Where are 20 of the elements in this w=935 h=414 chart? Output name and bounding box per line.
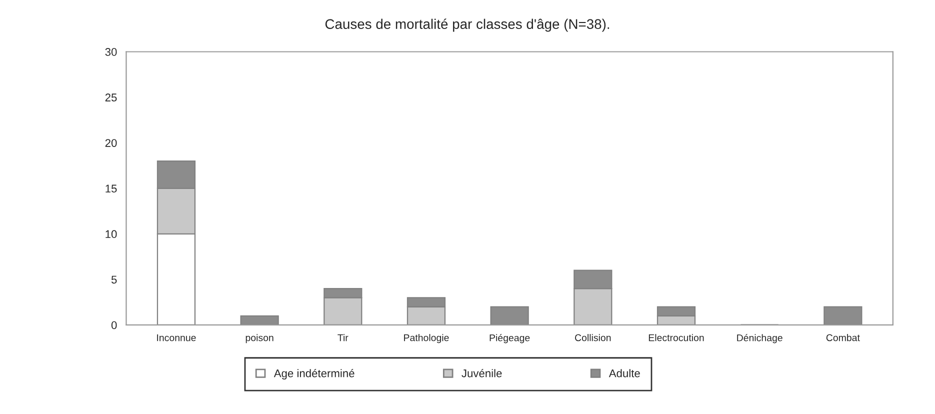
chart-title: Causes de mortalité par classes d'âge (N=38).	[325, 18, 610, 32]
x-tick-label: Inconnue	[157, 334, 196, 342]
y-tick-label: 0	[111, 321, 117, 330]
legend-label: Adulte	[608, 369, 640, 378]
y-tick-label: 30	[105, 48, 117, 56]
x-tick-label: Dénichage	[737, 334, 782, 344]
y-tick-label: 15	[106, 184, 117, 193]
y-tick-label: 20	[105, 139, 117, 147]
x-tick-label: Combat	[826, 334, 860, 342]
x-tick-label: Piégeage	[490, 334, 530, 344]
y-tick-label: 10	[106, 230, 117, 238]
x-tick-label: Pathologie	[404, 334, 449, 344]
y-tick-label: 25	[105, 94, 117, 102]
x-tick-label: poison	[246, 334, 274, 344]
legend-label: Age indéterminé	[274, 368, 354, 380]
legend-label: Juvénile	[462, 368, 502, 378]
y-tick-label: 5	[111, 276, 117, 284]
x-tick-label: Tir	[338, 334, 348, 342]
x-tick-label: Electrocution	[648, 334, 704, 342]
x-tick-label: Collision	[575, 334, 611, 342]
